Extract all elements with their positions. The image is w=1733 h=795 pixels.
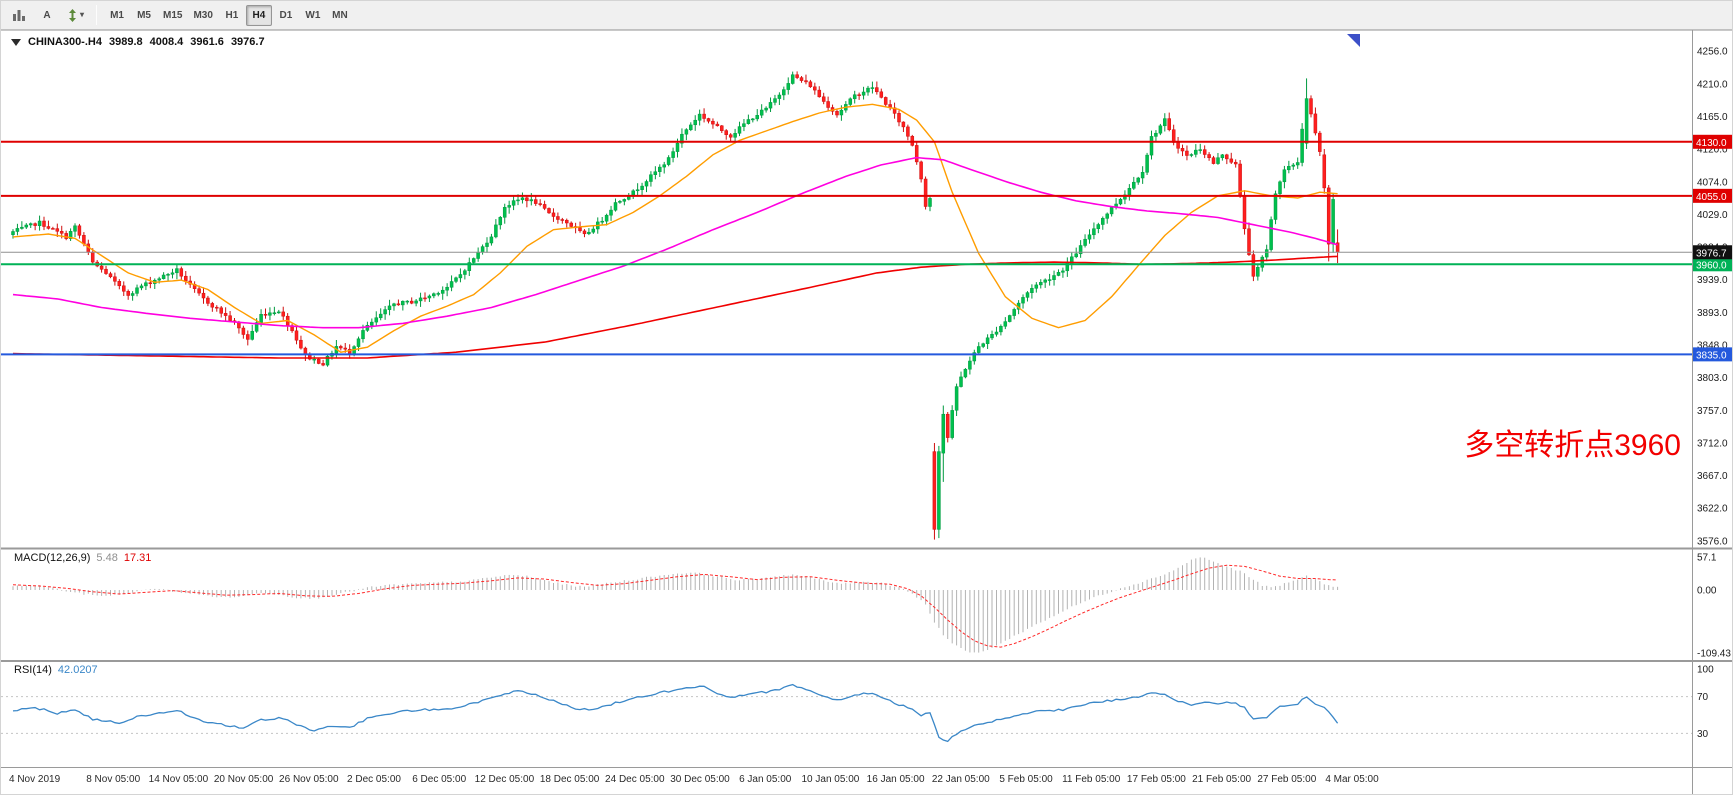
macd-main-value: 5.48 <box>96 552 118 564</box>
svg-text:4029.0: 4029.0 <box>1697 210 1728 221</box>
one-click-trading-icon[interactable] <box>11 38 21 46</box>
ma-orange-line[interactable] <box>12 103 1338 353</box>
chart-toolbar: A ▾ M1 M5 M15 M30 H1 H4 D1 W1 MN <box>1 1 1732 30</box>
text-tool-label: A <box>43 9 51 21</box>
rsi-header: RSI(14) 42.0207 <box>14 664 98 676</box>
svg-text:30: 30 <box>1697 729 1709 740</box>
svg-text:17 Feb 05:00: 17 Feb 05:00 <box>1127 774 1186 785</box>
timeframe-button-mn[interactable]: MN <box>327 5 353 26</box>
macd-signal-line <box>12 564 1338 648</box>
chart-annotation-text: 多空转折点3960 <box>1464 429 1681 462</box>
macd-header: MACD(12,26,9) 5.48 17.31 <box>14 552 151 564</box>
panel-frame <box>1 30 1732 794</box>
macd-title: MACD(12,26,9) <box>14 552 91 564</box>
svg-text:4256.0: 4256.0 <box>1697 47 1728 58</box>
price-scale: 4256.04210.04165.04120.04074.04029.03984… <box>1697 47 1728 548</box>
svg-text:26 Nov 05:00: 26 Nov 05:00 <box>279 774 339 785</box>
svg-text:4 Mar 05:00: 4 Mar 05:00 <box>1325 774 1379 785</box>
toolbar-separator <box>96 5 98 25</box>
svg-text:100: 100 <box>1697 665 1714 676</box>
timeframe-group: M1 M5 M15 M30 H1 H4 D1 W1 MN <box>104 4 353 26</box>
svg-text:5 Feb 05:00: 5 Feb 05:00 <box>999 774 1053 785</box>
rsi-value: 42.0207 <box>57 664 98 676</box>
svg-text:3757.0: 3757.0 <box>1697 406 1728 417</box>
svg-text:21 Feb 05:00: 21 Feb 05:00 <box>1192 774 1251 785</box>
charts-grid-button[interactable] <box>6 5 32 26</box>
svg-text:16 Jan 05:00: 16 Jan 05:00 <box>867 774 925 785</box>
rsi-line <box>12 683 1339 743</box>
timeframe-button-m5[interactable]: M5 <box>131 5 157 26</box>
svg-text:4165.0: 4165.0 <box>1697 112 1728 123</box>
svg-text:2 Dec 05:00: 2 Dec 05:00 <box>347 774 401 785</box>
scale-updown-icon <box>69 8 76 22</box>
svg-text:-109.43: -109.43 <box>1697 649 1731 660</box>
svg-text:70: 70 <box>1697 692 1709 703</box>
svg-text:4 Nov 2019: 4 Nov 2019 <box>9 774 61 785</box>
svg-text:3622.0: 3622.0 <box>1697 503 1728 514</box>
svg-text:8 Nov 05:00: 8 Nov 05:00 <box>86 774 140 785</box>
timeframe-button-h4[interactable]: H4 <box>245 4 272 26</box>
svg-text:27 Feb 05:00: 27 Feb 05:00 <box>1257 774 1316 785</box>
timeframe-button-h1[interactable]: H1 <box>219 5 245 26</box>
svg-text:20 Nov 05:00: 20 Nov 05:00 <box>214 774 274 785</box>
macd-scale: 57.1 0.00 -109.43 <box>1697 553 1731 660</box>
svg-text:3848.0: 3848.0 <box>1697 341 1728 352</box>
current-price-marker: 3976.7 <box>1 245 1732 260</box>
svg-text:4130.0: 4130.0 <box>1696 138 1727 149</box>
rsi-title: RSI(14) <box>14 664 52 676</box>
svg-text:3939.0: 3939.0 <box>1697 275 1728 286</box>
svg-text:3960.0: 3960.0 <box>1696 260 1727 271</box>
svg-text:6 Jan 05:00: 6 Jan 05:00 <box>739 774 792 785</box>
svg-text:3803.0: 3803.0 <box>1697 373 1728 384</box>
svg-text:3576.0: 3576.0 <box>1697 537 1728 548</box>
timeframe-button-m15[interactable]: M15 <box>158 5 187 26</box>
candles-layer <box>11 71 1340 540</box>
svg-text:4120.0: 4120.0 <box>1697 145 1728 156</box>
svg-text:11 Feb 05:00: 11 Feb 05:00 <box>1062 774 1121 785</box>
svg-text:30 Dec 05:00: 30 Dec 05:00 <box>670 774 730 785</box>
timeframe-button-w1[interactable]: W1 <box>300 5 326 26</box>
ohlc-high: 4008.4 <box>149 36 184 48</box>
svg-text:18 Dec 05:00: 18 Dec 05:00 <box>540 774 600 785</box>
svg-text:12 Dec 05:00: 12 Dec 05:00 <box>475 774 535 785</box>
svg-text:3712.0: 3712.0 <box>1697 439 1728 450</box>
caret-down-icon: ▾ <box>80 10 85 19</box>
macd-histogram <box>12 557 1339 653</box>
ohlc-close: 3976.7 <box>230 36 265 48</box>
chart-header: CHINA300-.H4 3989.8 4008.4 3961.6 3976.7 <box>11 36 265 48</box>
macd-signal-value: 17.31 <box>123 552 152 564</box>
svg-text:3976.7: 3976.7 <box>1696 248 1727 259</box>
autoscroll-marker-icon[interactable] <box>1347 34 1360 47</box>
svg-text:3835.0: 3835.0 <box>1696 350 1727 361</box>
svg-text:6 Dec 05:00: 6 Dec 05:00 <box>412 774 466 785</box>
svg-text:22 Jan 05:00: 22 Jan 05:00 <box>932 774 990 785</box>
svg-text:4055.0: 4055.0 <box>1696 192 1727 203</box>
svg-text:3667.0: 3667.0 <box>1697 471 1728 482</box>
svg-text:0.00: 0.00 <box>1697 586 1717 597</box>
svg-text:57.1: 57.1 <box>1697 553 1717 564</box>
ohlc-open: 3989.8 <box>108 36 143 48</box>
svg-text:24 Dec 05:00: 24 Dec 05:00 <box>605 774 665 785</box>
svg-text:4210.0: 4210.0 <box>1697 80 1728 91</box>
symbol-label: CHINA300-.H4 <box>28 36 102 48</box>
timeframe-button-m1[interactable]: M1 <box>104 5 130 26</box>
svg-text:14 Nov 05:00: 14 Nov 05:00 <box>149 774 209 785</box>
ohlc-low: 3961.6 <box>190 36 224 48</box>
timeframe-button-m30[interactable]: M30 <box>188 5 217 26</box>
svg-text:10 Jan 05:00: 10 Jan 05:00 <box>801 774 859 785</box>
ma-magenta-line[interactable] <box>12 156 1338 329</box>
text-tool-button[interactable]: A <box>34 5 60 26</box>
scale-dropdown-button[interactable]: ▾ <box>62 5 89 26</box>
svg-text:3893.0: 3893.0 <box>1697 308 1728 319</box>
rsi-levels <box>1 696 1692 734</box>
time-axis: 4 Nov 2019 8 Nov 05:00 14 Nov 05:00 20 Nov … <box>9 774 1379 785</box>
bar-chart-icon <box>13 9 25 21</box>
rsi-scale: 100 70 30 <box>1697 665 1714 740</box>
horizontal-lines[interactable]: 4130.0 4055.0 3960.0 3835.0 <box>1 134 1733 362</box>
svg-text:4074.0: 4074.0 <box>1697 178 1728 189</box>
timeframe-button-d1[interactable]: D1 <box>273 5 299 26</box>
